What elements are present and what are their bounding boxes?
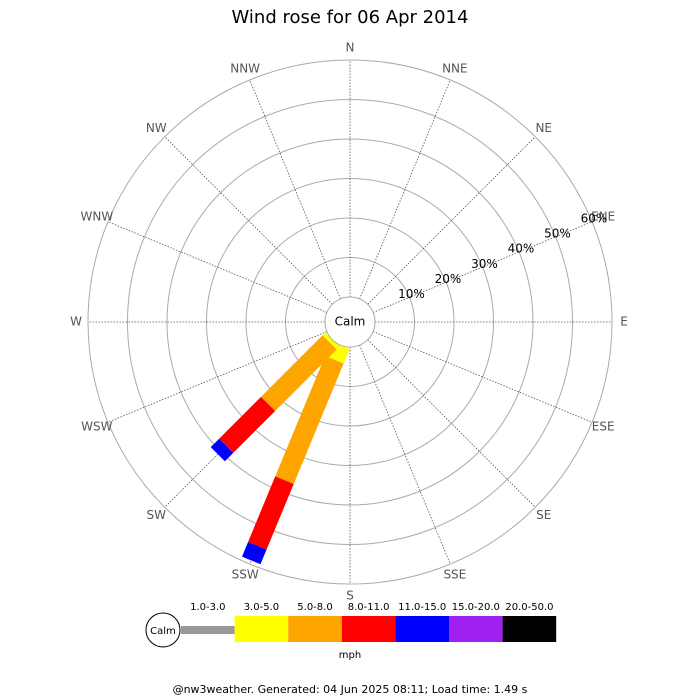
direction-label: ESE	[592, 419, 615, 433]
legend-label: 1.0-3.0	[190, 602, 225, 613]
direction-label: SSW	[232, 568, 259, 582]
spoke	[249, 79, 341, 300]
wind-bar	[248, 476, 294, 550]
legend-label: 15.0-20.0	[452, 602, 500, 613]
calm-circle	[324, 296, 376, 348]
direction-label: WNW	[80, 210, 113, 224]
legend-label: 8.0-11.0	[348, 602, 390, 613]
legend-label: 3.0-5.0	[244, 602, 279, 613]
legend-swatch	[341, 616, 396, 642]
legend-label: 11.0-15.0	[398, 602, 446, 613]
wind-bar	[219, 396, 276, 453]
spoke	[107, 221, 328, 313]
r-tick-label: 50%	[544, 227, 571, 241]
direction-label: E	[620, 315, 628, 329]
direction-label: W	[70, 315, 82, 329]
direction-label: SSE	[443, 568, 466, 582]
spoke	[107, 331, 328, 423]
direction-label: ENE	[591, 210, 615, 224]
wind-bar	[322, 332, 340, 350]
legend-swatch	[234, 616, 289, 642]
legend-calm-label: Calm	[150, 626, 176, 637]
r-tick-label: 60%	[581, 211, 608, 225]
spoke	[372, 221, 593, 313]
legend-swatch	[449, 616, 503, 642]
direction-label: NNW	[230, 61, 260, 75]
wind-bar	[261, 335, 337, 411]
calm-label: Calm	[335, 315, 366, 329]
direction-label: NW	[146, 121, 167, 135]
direction-label: N	[346, 41, 355, 55]
direction-label: SW	[147, 508, 167, 522]
legend-label: 5.0-8.0	[297, 602, 332, 613]
spoke	[367, 339, 536, 508]
grid-ring	[127, 99, 573, 545]
legend-unit: mph	[339, 650, 361, 661]
wind-bar	[242, 541, 267, 565]
wind-bar	[210, 438, 234, 462]
legend-swatch	[502, 616, 557, 642]
chart-title: Wind rose for 06 Apr 2014	[232, 7, 469, 28]
spoke	[164, 136, 333, 305]
spoke	[372, 331, 593, 423]
legend-swatch	[181, 626, 235, 634]
direction-label: NE	[535, 121, 552, 135]
spoke	[367, 136, 536, 305]
r-tick-label: 30%	[471, 257, 498, 271]
legend-calm	[145, 612, 181, 648]
grid-ring	[166, 138, 534, 506]
wind-bar	[275, 355, 344, 484]
footer: @nw3weather. Generated: 04 Jun 2025 08:1…	[173, 683, 528, 696]
r-tick-label: 40%	[508, 242, 535, 256]
spoke	[359, 344, 451, 565]
legend-label: 20.0-50.0	[505, 602, 553, 613]
direction-label: NNE	[442, 61, 468, 75]
direction-label: S	[346, 589, 354, 603]
legend-swatch	[395, 616, 449, 642]
legend-swatch	[288, 616, 342, 642]
r-tick-label: 10%	[398, 287, 425, 301]
direction-label: SE	[536, 508, 551, 522]
r-tick-label: 20%	[435, 272, 462, 286]
spoke	[359, 79, 451, 300]
grid-ring	[87, 59, 613, 585]
direction-label: WSW	[81, 419, 112, 433]
